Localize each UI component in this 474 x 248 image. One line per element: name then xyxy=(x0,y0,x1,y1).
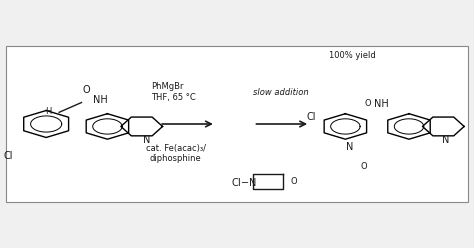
FancyBboxPatch shape xyxy=(6,46,468,202)
Text: N: N xyxy=(346,142,354,152)
Text: O: O xyxy=(361,162,367,171)
Text: H: H xyxy=(46,107,52,116)
Text: Cl: Cl xyxy=(307,112,316,122)
Text: O: O xyxy=(290,177,297,186)
Text: cat. Fe(acac)₃/
diphosphine: cat. Fe(acac)₃/ diphosphine xyxy=(146,144,206,163)
Text: N: N xyxy=(442,135,449,146)
Text: Cl$-$N: Cl$-$N xyxy=(231,176,257,188)
Text: NH: NH xyxy=(93,95,108,105)
Text: N: N xyxy=(143,135,150,146)
Text: NH: NH xyxy=(374,99,389,109)
Text: PhMgBr
THF, 65 °C: PhMgBr THF, 65 °C xyxy=(151,82,196,102)
Text: slow addition: slow addition xyxy=(253,88,309,97)
Text: 100% yield: 100% yield xyxy=(329,51,376,60)
Text: O: O xyxy=(364,99,371,108)
Text: Cl: Cl xyxy=(4,151,13,161)
Text: O: O xyxy=(82,85,90,95)
